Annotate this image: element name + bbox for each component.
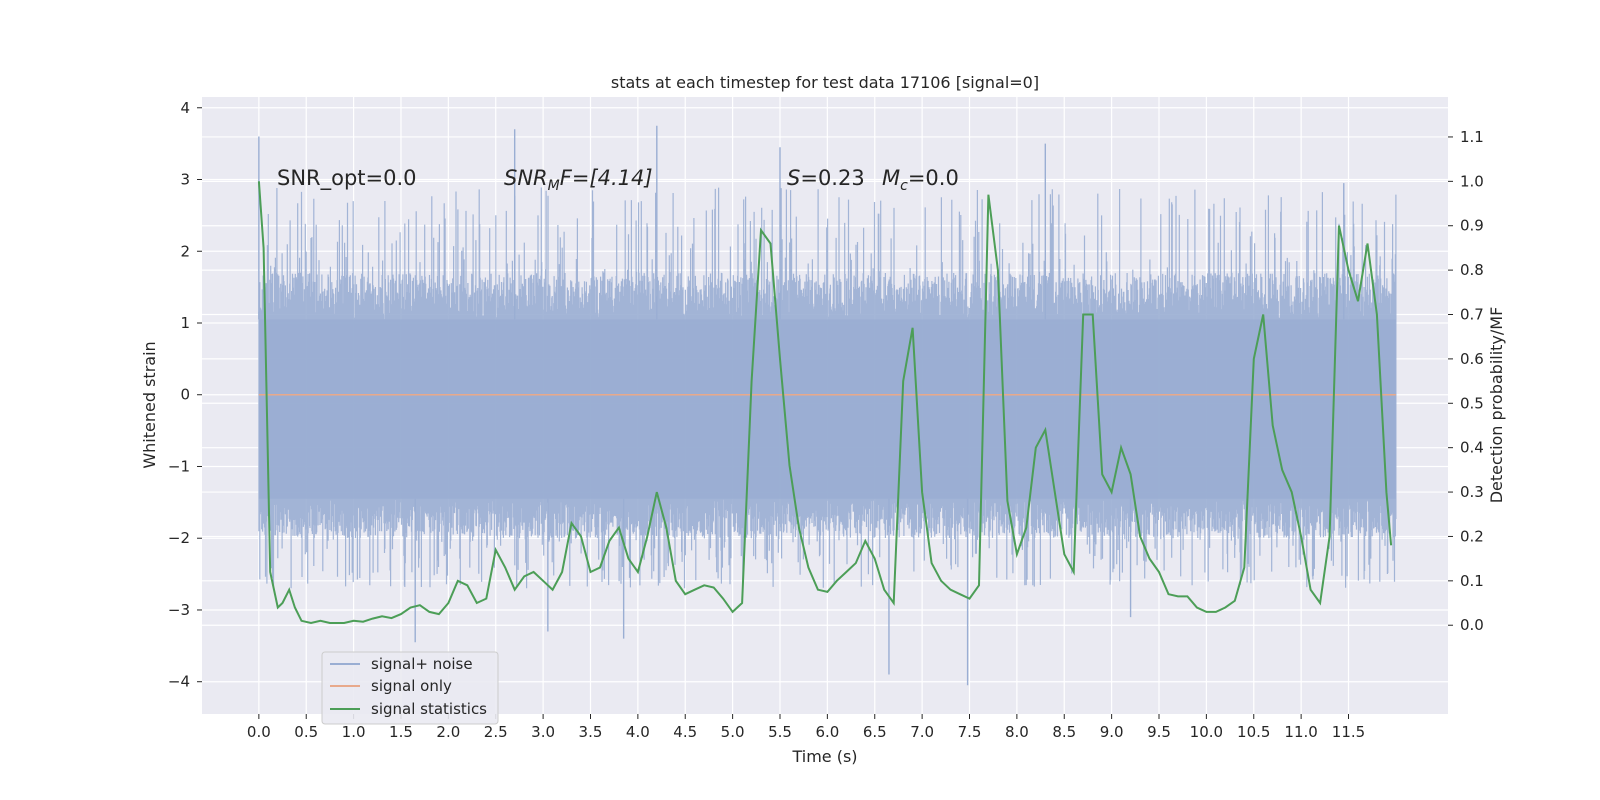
annotation-s-value: S=0.23: [787, 166, 865, 190]
legend-label-signal-only: signal only: [371, 677, 452, 695]
y-right-tick-label: 1.0: [1460, 172, 1484, 190]
y-left-axis-ticks: −4 −3 −2 −1 0 1 2 3 4: [168, 99, 202, 691]
annotation-mc-rest: =0.0: [908, 166, 959, 190]
y-right-tick-label: 0.5: [1460, 394, 1484, 412]
x-tick-label: 8.0: [1005, 723, 1029, 741]
annotation-snr-mf-rest: F=[4.14]: [560, 166, 653, 190]
annotation-snr-mf-sub: M: [548, 178, 560, 194]
y-right-tick-label: 0.2: [1460, 527, 1484, 545]
x-tick-label: 8.5: [1052, 723, 1076, 741]
y-right-tick-label: 0.4: [1460, 439, 1484, 457]
legend-label-signal-noise: signal+ noise: [371, 655, 473, 673]
y-left-tick-label: 2: [180, 242, 190, 260]
x-tick-label: 4.5: [673, 723, 697, 741]
y-right-tick-label: 1.1: [1460, 128, 1484, 146]
legend-label-signal-statistics: signal statistics: [371, 700, 487, 718]
y-right-tick-label: 0.1: [1460, 572, 1484, 590]
x-axis-label: Time (s): [791, 747, 857, 766]
y-left-tick-label: −4: [168, 673, 190, 691]
x-tick-label: 7.0: [910, 723, 934, 741]
y-right-tick-label: 0.6: [1460, 350, 1484, 368]
chart-title: stats at each timestep for test data 171…: [611, 73, 1039, 92]
annotation-mc-main: M: [882, 166, 900, 190]
y-right-axis-label: Detection probability/MF: [1487, 307, 1506, 504]
y-left-tick-label: −1: [168, 457, 190, 475]
annotation-snr-opt: SNR_opt=0.0: [277, 166, 417, 191]
x-tick-label: 10.0: [1190, 723, 1223, 741]
x-tick-label: 0.0: [247, 723, 271, 741]
x-tick-label: 2.0: [436, 723, 460, 741]
x-tick-label: 4.0: [626, 723, 650, 741]
y-left-tick-label: 0: [180, 386, 190, 404]
legend: signal+ noise signal only signal statist…: [321, 651, 499, 725]
x-tick-label: 1.0: [342, 723, 366, 741]
x-tick-label: 9.5: [1147, 723, 1171, 741]
annotation-mc-sub: c: [900, 178, 908, 194]
x-tick-label: 5.5: [768, 723, 792, 741]
x-tick-label: 6.0: [815, 723, 839, 741]
x-axis-ticks: 0.0 0.5 1.0 1.5 2.0 2.5 3.0 3.5 4.0 4.5 5.0 5.5 6.0 6…: [247, 714, 1365, 741]
y-right-axis-ticks: 0.0 0.1 0.2 0.3 0.4 0.5 0.6 0.7 0.8 0.9 1.0 1.1: [1448, 128, 1484, 634]
x-tick-label: 3.5: [579, 723, 603, 741]
y-left-tick-label: −3: [168, 601, 190, 619]
y-left-tick-label: −2: [168, 529, 190, 547]
x-tick-label: 10.5: [1237, 723, 1270, 741]
annotation-snr-mf-main: SNR: [504, 166, 548, 190]
x-tick-label: 0.5: [294, 723, 318, 741]
signal-noise-series: [258, 125, 1397, 686]
annotation-snr-mf: SNRMF=[4.14]: [504, 166, 653, 194]
x-tick-label: 3.0: [531, 723, 555, 741]
x-tick-label: 6.5: [863, 723, 887, 741]
y-right-tick-label: 0.3: [1460, 483, 1484, 501]
y-right-tick-label: 0.0: [1460, 616, 1484, 634]
signal-statistics-series: [257, 181, 1393, 625]
annotation-s-rest: =0.23: [800, 166, 864, 190]
x-tick-label: 7.5: [958, 723, 982, 741]
legend-box: [321, 651, 499, 725]
y-right-tick-label: 0.9: [1460, 217, 1484, 235]
y-left-tick-label: 4: [180, 99, 190, 117]
x-tick-label: 9.0: [1100, 723, 1124, 741]
y-right-tick-label: 0.8: [1460, 261, 1484, 279]
y-left-tick-label: 3: [180, 171, 190, 189]
annotation-mc: Mc=0.0: [882, 166, 959, 194]
y-left-tick-label: 1: [180, 314, 190, 332]
x-tick-label: 5.0: [721, 723, 745, 741]
y-left-axis-label: Whitened strain: [140, 341, 159, 468]
x-tick-label: 11.0: [1284, 723, 1317, 741]
x-tick-label: 1.5: [389, 723, 413, 741]
y-right-tick-label: 0.7: [1460, 306, 1484, 324]
x-tick-label: 2.5: [484, 723, 508, 741]
x-tick-label: 11.5: [1332, 723, 1365, 741]
